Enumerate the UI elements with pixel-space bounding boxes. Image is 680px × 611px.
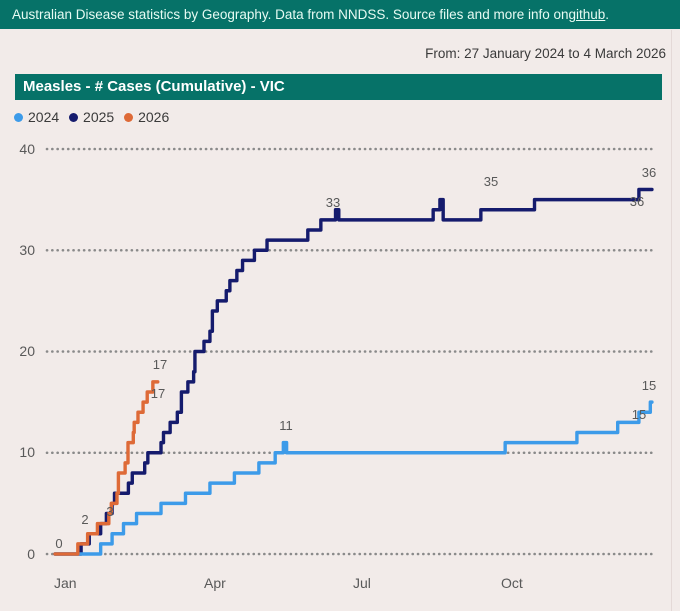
svg-text:35: 35 [484, 174, 498, 189]
svg-text:36: 36 [642, 165, 656, 180]
svg-text:17: 17 [153, 357, 167, 372]
svg-text:2: 2 [81, 512, 88, 527]
svg-text:10: 10 [19, 444, 35, 460]
svg-text:3: 3 [106, 504, 113, 519]
svg-text:17: 17 [151, 386, 165, 401]
svg-text:36: 36 [630, 194, 644, 209]
svg-text:Jan: Jan [54, 575, 77, 591]
svg-text:30: 30 [19, 242, 35, 258]
svg-text:15: 15 [632, 407, 646, 422]
svg-text:0: 0 [55, 536, 62, 551]
svg-text:Jul: Jul [353, 575, 371, 591]
svg-text:Apr: Apr [204, 575, 226, 591]
svg-text:33: 33 [326, 195, 340, 210]
svg-text:15: 15 [642, 378, 656, 393]
svg-text:Oct: Oct [501, 575, 523, 591]
svg-text:11: 11 [279, 418, 293, 433]
svg-text:0: 0 [27, 546, 35, 562]
svg-text:20: 20 [19, 343, 35, 359]
svg-text:40: 40 [19, 141, 35, 157]
